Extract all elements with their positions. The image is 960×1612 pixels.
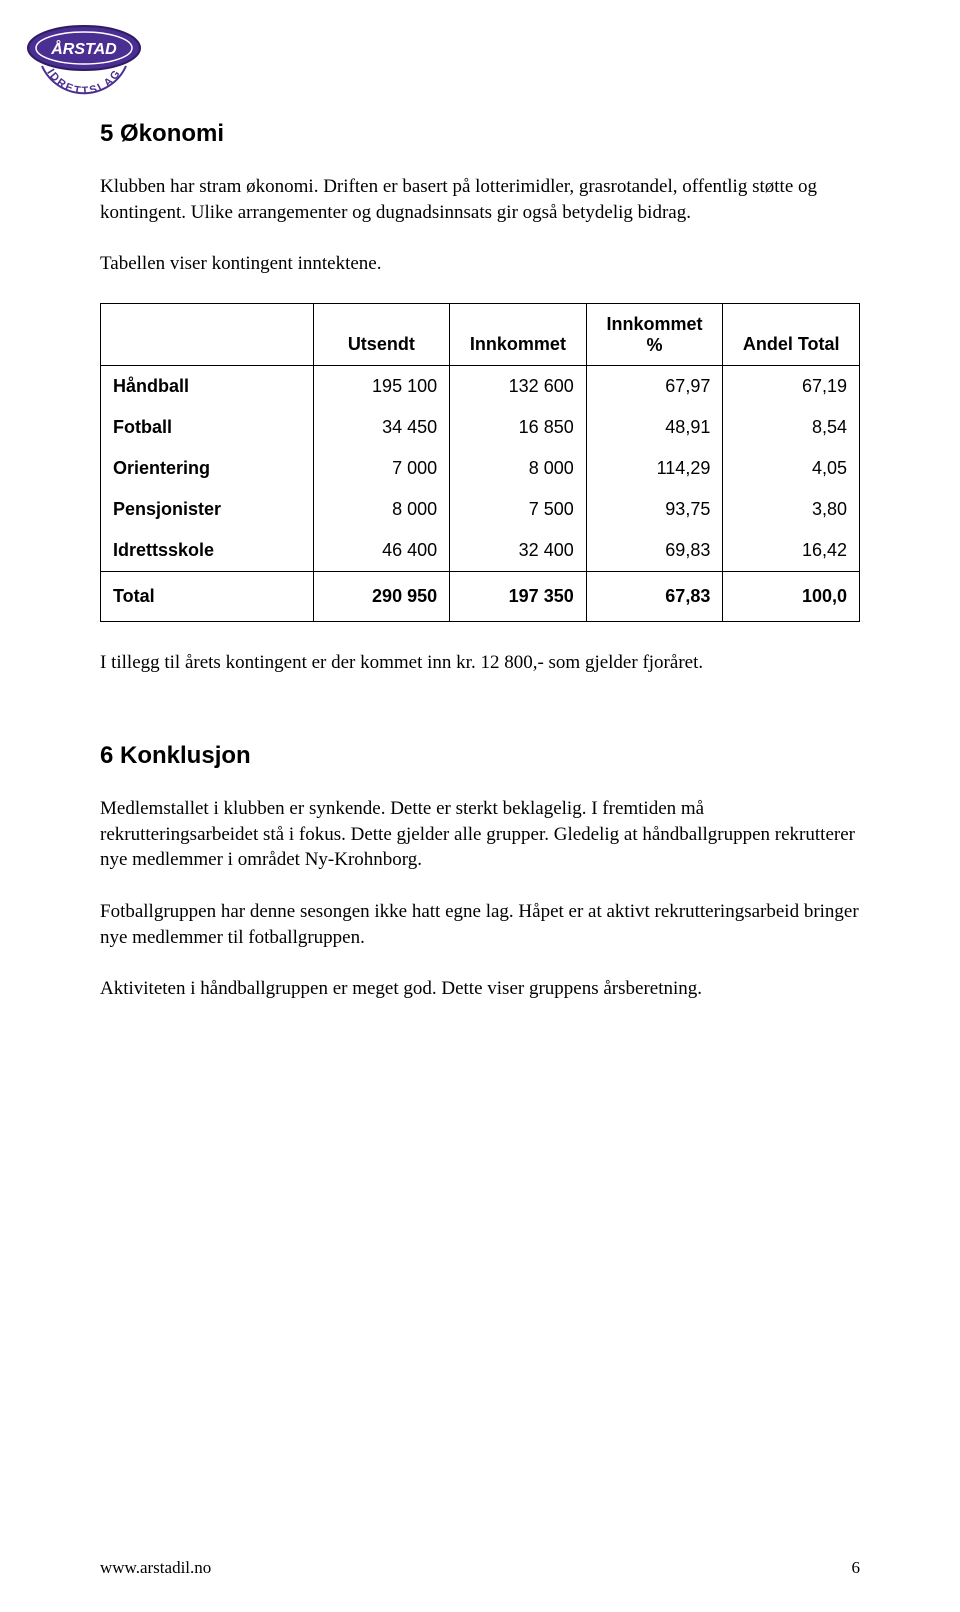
section-6-para-1: Medlemstallet i klubben er synkende. Det… <box>100 796 860 873</box>
row-pct: 114,29 <box>586 448 723 489</box>
table-row: Fotball 34 450 16 850 48,91 8,54 <box>101 407 860 448</box>
section-6-heading: 6 Konklusjon <box>100 742 860 770</box>
row-innkommet: 7 500 <box>450 489 587 530</box>
col-innkommet: Innkommet <box>450 303 587 365</box>
row-andel: 8,54 <box>723 407 860 448</box>
page: ÅRSTAD IDRETTSLAG 5 Økonomi Klubben har … <box>0 0 960 1612</box>
row-pct: 69,83 <box>586 530 723 572</box>
svg-text:IDRETTSLAG: IDRETTSLAG <box>44 67 123 97</box>
row-label: Håndball <box>101 366 314 408</box>
row-utsendt: 7 000 <box>313 448 450 489</box>
row-pct: 67,97 <box>586 366 723 408</box>
row-utsendt: 195 100 <box>313 366 450 408</box>
table-total-row: Total 290 950 197 350 67,83 100,0 <box>101 572 860 622</box>
club-logo: ÅRSTAD IDRETTSLAG <box>24 20 144 106</box>
total-utsendt: 290 950 <box>313 572 450 622</box>
kontingent-table-wrap: Utsendt Innkommet Innkommet % Andel Tota… <box>100 303 860 622</box>
after-table-note: I tillegg til årets kontingent er der ko… <box>100 650 860 676</box>
table-row: Idrettsskole 46 400 32 400 69,83 16,42 <box>101 530 860 572</box>
row-label: Pensjonister <box>101 489 314 530</box>
total-pct: 67,83 <box>586 572 723 622</box>
col-andel-total: Andel Total <box>723 303 860 365</box>
section-6-para-3: Aktiviteten i håndballgruppen er meget g… <box>100 976 860 1002</box>
section-5-para-1: Klubben har stram økonomi. Driften er ba… <box>100 174 860 225</box>
col-utsendt: Utsendt <box>313 303 450 365</box>
row-andel: 67,19 <box>723 366 860 408</box>
row-andel: 4,05 <box>723 448 860 489</box>
row-innkommet: 132 600 <box>450 366 587 408</box>
table-header-row: Utsendt Innkommet Innkommet % Andel Tota… <box>101 303 860 365</box>
row-innkommet: 32 400 <box>450 530 587 572</box>
footer-page-number: 6 <box>852 1558 861 1578</box>
row-utsendt: 46 400 <box>313 530 450 572</box>
col-innkommet-pct: Innkommet % <box>586 303 723 365</box>
table-row: Orientering 7 000 8 000 114,29 4,05 <box>101 448 860 489</box>
section-5-para-2: Tabellen viser kontingent inntektene. <box>100 251 860 277</box>
row-andel: 3,80 <box>723 489 860 530</box>
table-row: Håndball 195 100 132 600 67,97 67,19 <box>101 366 860 408</box>
table-row: Pensjonister 8 000 7 500 93,75 3,80 <box>101 489 860 530</box>
row-innkommet: 16 850 <box>450 407 587 448</box>
kontingent-table: Utsendt Innkommet Innkommet % Andel Tota… <box>100 303 860 622</box>
section-5-heading: 5 Økonomi <box>100 120 860 148</box>
section-6-para-2: Fotballgruppen har denne sesongen ikke h… <box>100 899 860 950</box>
total-label: Total <box>101 572 314 622</box>
svg-text:ÅRSTAD: ÅRSTAD <box>50 39 117 58</box>
row-label: Fotball <box>101 407 314 448</box>
row-pct: 48,91 <box>586 407 723 448</box>
row-andel: 16,42 <box>723 530 860 572</box>
row-label: Orientering <box>101 448 314 489</box>
footer-site: www.arstadil.no <box>100 1558 211 1578</box>
total-innkommet: 197 350 <box>450 572 587 622</box>
row-utsendt: 34 450 <box>313 407 450 448</box>
col-blank <box>101 303 314 365</box>
row-label: Idrettsskole <box>101 530 314 572</box>
page-footer: www.arstadil.no 6 <box>100 1558 860 1578</box>
row-pct: 93,75 <box>586 489 723 530</box>
spacer <box>100 702 860 742</box>
row-innkommet: 8 000 <box>450 448 587 489</box>
row-utsendt: 8 000 <box>313 489 450 530</box>
total-andel: 100,0 <box>723 572 860 622</box>
